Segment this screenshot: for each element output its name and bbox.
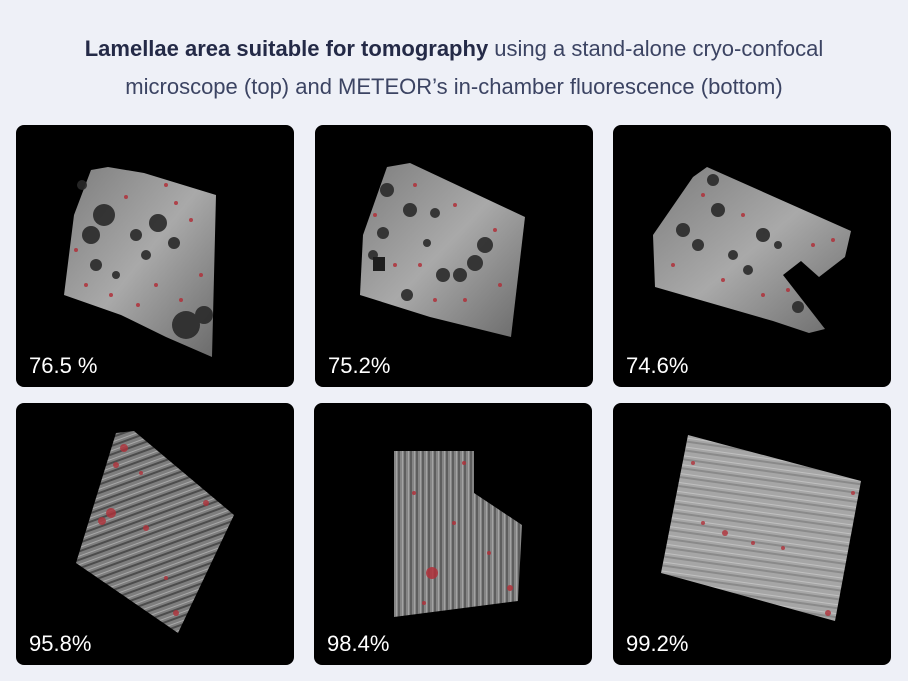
panel-top-1: 76.5 % <box>16 125 294 387</box>
lamella-image-top-3 <box>653 167 851 333</box>
percentage-label: 76.5 % <box>29 353 98 378</box>
lamella-image-top-2 <box>360 163 525 337</box>
percentage-label: 75.2% <box>328 353 391 378</box>
lamella-image-bottom-3 <box>661 435 861 621</box>
percentage-label: 74.6% <box>626 353 689 378</box>
panel-bottom-3: 99.2% <box>613 403 891 665</box>
lamella-image-bottom-2 <box>394 451 522 617</box>
lamella-image-top-1 <box>64 167 216 357</box>
title-line1-rest: using a stand-alone cryo-confocal <box>488 36 824 61</box>
percentage-label: 99.2% <box>626 631 689 656</box>
percentage-label: 95.8% <box>29 631 92 656</box>
figure-title: Lamellae area suitable for tomography us… <box>0 30 908 106</box>
lamella-image-bottom-1 <box>76 431 234 633</box>
panel-top-2: 75.2% <box>315 125 593 387</box>
panel-top-3: 74.6% <box>613 125 891 387</box>
panel-bottom-1: 95.8% <box>16 403 294 665</box>
title-bold: Lamellae area suitable for tomography <box>84 36 489 61</box>
percentage-label: 98.4% <box>327 631 390 656</box>
panel-bottom-2: 98.4% <box>314 403 592 665</box>
title-line2: microscope (top) and METEOR’s in-chamber… <box>125 74 783 99</box>
